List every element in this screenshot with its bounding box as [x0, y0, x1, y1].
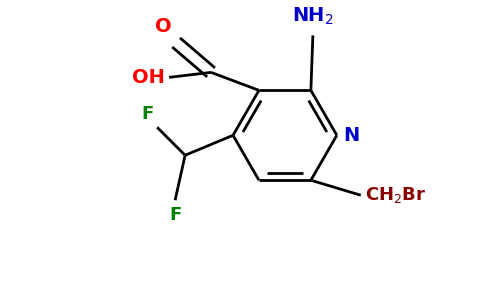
Text: CH$_2$Br: CH$_2$Br — [365, 185, 426, 205]
Text: F: F — [141, 105, 153, 123]
Text: OH: OH — [132, 68, 165, 87]
Text: N: N — [343, 126, 359, 145]
Text: O: O — [154, 17, 171, 36]
Text: NH$_2$: NH$_2$ — [292, 6, 333, 28]
Text: F: F — [169, 206, 181, 224]
